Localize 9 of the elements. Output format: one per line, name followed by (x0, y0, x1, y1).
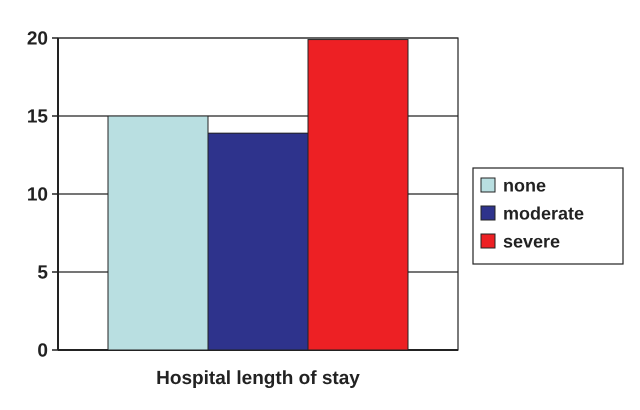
legend-label: none (503, 175, 546, 196)
y-tick-label: 0 (37, 340, 48, 362)
legend-label: moderate (503, 203, 584, 224)
y-tick-label: 20 (26, 28, 48, 50)
y-tick-label: 10 (26, 184, 48, 206)
x-axis-title: Hospital length of stay (156, 368, 360, 389)
y-tick-label: 15 (26, 106, 48, 128)
legend-label: severe (503, 231, 560, 252)
y-tick-label: 5 (37, 262, 48, 284)
